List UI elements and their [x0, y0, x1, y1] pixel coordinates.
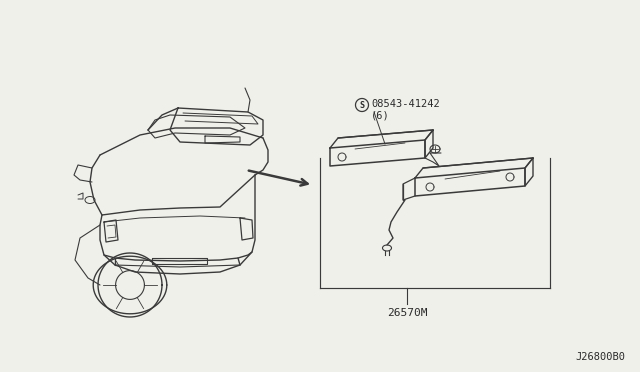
- Text: 08543-41242: 08543-41242: [371, 99, 440, 109]
- Text: (6): (6): [371, 110, 390, 120]
- Text: S: S: [360, 100, 365, 109]
- Text: 26570M: 26570M: [387, 308, 428, 318]
- Text: J26800B0: J26800B0: [575, 352, 625, 362]
